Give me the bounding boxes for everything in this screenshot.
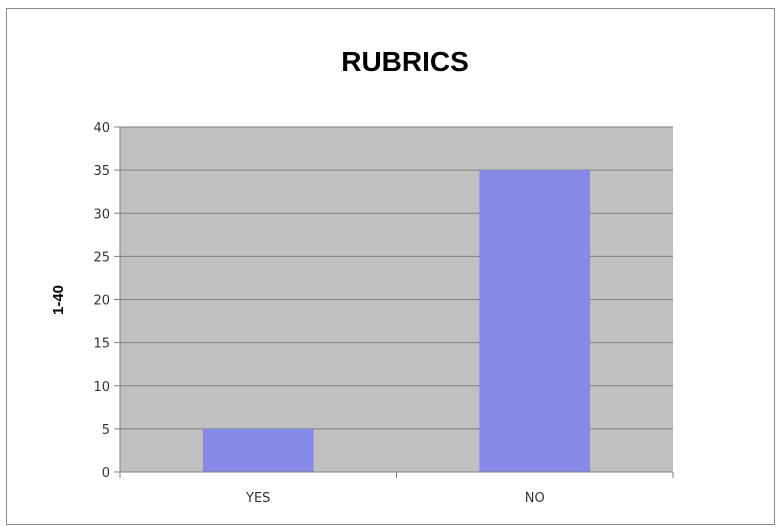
bar-chart: RUBRICS 0 5 10 15 20 25 30 35 40 YES NO 1-40 bbox=[50, 46, 674, 506]
y-tick-label: 15 bbox=[93, 337, 110, 352]
bar-no bbox=[479, 170, 591, 472]
x-tick-label: YES bbox=[245, 491, 270, 506]
x-tick-label: NO bbox=[525, 491, 545, 506]
y-tick-label: 40 bbox=[93, 121, 110, 136]
y-axis-title: 1-40 bbox=[50, 285, 67, 315]
bar-yes bbox=[202, 428, 314, 472]
y-tick-label: 25 bbox=[93, 250, 110, 265]
y-tick-label: 20 bbox=[93, 294, 110, 309]
y-tick-label: 10 bbox=[93, 380, 110, 395]
y-tick-label: 30 bbox=[93, 207, 110, 222]
chart-frame: RUBRICS 0 5 10 15 20 25 30 35 40 YES NO 1-40 bbox=[6, 8, 775, 525]
y-tick-label: 35 bbox=[93, 164, 110, 179]
y-tick-label: 0 bbox=[102, 466, 110, 481]
y-tick-label: 5 bbox=[102, 423, 110, 438]
plot-area: 0 5 10 15 20 25 30 35 40 YES NO bbox=[93, 121, 674, 506]
chart-title: RUBRICS bbox=[341, 46, 469, 77]
